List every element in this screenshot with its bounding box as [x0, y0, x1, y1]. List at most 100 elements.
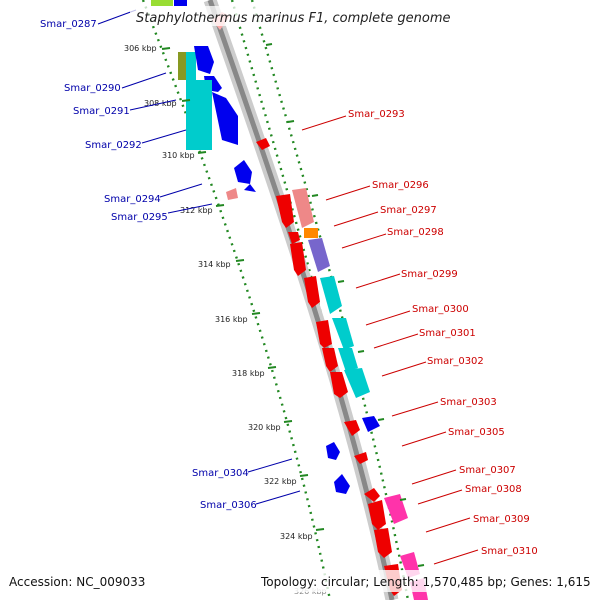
gene-feature-cyan-0302: [344, 368, 370, 398]
gene-feature-blue-0294: [234, 160, 252, 184]
left-label-leader: [129, 99, 177, 111]
tick-label: 316 kbp: [215, 315, 248, 324]
footer-backdrop: [0, 570, 600, 592]
gene-feature-red-0309: [374, 528, 392, 558]
gene-feature-red-0298: [290, 242, 306, 276]
gene-label-left: Smar_0304: [192, 468, 249, 479]
gene-label-right: Smar_0303: [440, 397, 497, 408]
gene-feature-slate-0298: [308, 238, 330, 272]
gene-label-left: Smar_0291: [73, 106, 130, 117]
gene-label-left: Smar_0294: [104, 194, 161, 205]
gene-feature-red-0293: [256, 138, 270, 150]
gene-feature-red-0303: [344, 420, 360, 436]
gene-feature-red-0305: [354, 452, 368, 464]
gene-label-right: Smar_0293: [348, 109, 405, 120]
tick-label: 314 kbp: [198, 260, 231, 269]
gene-feature-olive: [178, 52, 188, 80]
tick-mark: [283, 420, 293, 423]
right-label-leader: [433, 549, 479, 565]
left-label-leader: [167, 203, 213, 214]
gene-feature-blue-0304: [326, 442, 340, 460]
accession-text: Accession: NC_009033: [9, 575, 145, 589]
title-backdrop: [130, 6, 468, 26]
tick-label: 324 kbp: [280, 532, 313, 541]
track-tick: [311, 194, 319, 197]
gene-label-left: Smar_0306: [200, 500, 257, 511]
track-tick: [287, 120, 295, 123]
tick-mark: [299, 474, 309, 477]
left-label-leader: [121, 72, 167, 89]
gene-feature-red-0296: [276, 194, 294, 228]
gene-label-right: Smar_0301: [419, 328, 476, 339]
right-label-leader: [341, 233, 387, 249]
gene-feature-cyan-0299: [320, 276, 342, 314]
left-label-leader: [255, 490, 301, 505]
gene-label-left: Smar_0287: [40, 19, 97, 30]
gene-feature-red-0301: [322, 348, 338, 372]
right-label-leader: [373, 333, 419, 349]
tick-mark: [161, 47, 171, 50]
track-tick: [357, 350, 365, 353]
right-gene-labels: Smar_0293 Smar_0296 Smar_0297 Smar_0298 …: [301, 109, 538, 565]
gene-feature-blue-0303: [362, 416, 380, 432]
gene-label-right: Smar_0300: [412, 304, 469, 315]
track-tick: [399, 498, 407, 501]
gene-feature-blue-1: [194, 46, 214, 74]
tick-mark: [197, 151, 207, 154]
gene-feature-magenta-0308: [384, 494, 408, 524]
right-label-leader: [365, 310, 411, 326]
gene-label-left: Smar_0290: [64, 83, 121, 94]
gene-feature-red-0302: [330, 372, 348, 398]
track-ticks: [265, 43, 425, 567]
gene-label-right: Smar_0310: [481, 546, 538, 557]
right-label-leader: [411, 469, 457, 485]
left-label-leader: [247, 458, 293, 473]
track-tick: [337, 280, 345, 283]
gene-feature-blue-0295: [244, 184, 256, 192]
gene-feature-blue-3: [212, 92, 238, 145]
right-label-leader: [401, 431, 447, 447]
gene-feature-red-0308: [368, 500, 386, 530]
gene-label-right: Smar_0307: [459, 465, 516, 476]
gene-label-right: Smar_0308: [465, 484, 522, 495]
gene-feature-red-0300: [316, 320, 332, 348]
gene-feature-blue-0306: [334, 474, 350, 494]
gene-feature-red-0299: [304, 276, 320, 308]
right-label-leader: [301, 115, 347, 131]
gene-feature-cyan-2: [186, 80, 212, 150]
left-label-leader: [141, 129, 187, 144]
tick-mark: [215, 204, 225, 207]
right-label-leader: [391, 401, 439, 417]
gene-feature-cyan-0301: [338, 348, 358, 372]
gene-label-right: Smar_0302: [427, 356, 484, 367]
gene-label-right: Smar_0305: [448, 427, 505, 438]
right-label-leader: [425, 517, 471, 533]
gene-feature-salmon-0295: [226, 188, 238, 200]
tick-mark: [181, 99, 191, 102]
topology-text: Topology: circular; Length: 1,570,485 bp…: [260, 575, 591, 589]
gene-feature-cyan-1: [186, 52, 196, 80]
gene-feature-red-0307: [364, 488, 380, 502]
right-label-leader: [381, 361, 427, 377]
tick-mark: [315, 528, 325, 531]
right-label-leader: [325, 185, 371, 201]
gene-label-right: Smar_0296: [372, 180, 429, 191]
gene-features: [151, 0, 428, 600]
tick-mark: [267, 366, 277, 369]
gene-feature-cyan-0300: [332, 318, 354, 350]
tick-label: 320 kbp: [248, 423, 281, 432]
tick-mark: [251, 312, 261, 315]
tick-label: 310 kbp: [162, 151, 195, 160]
gene-feature-orange-0297: [304, 228, 318, 238]
gene-feature-red-0297: [288, 232, 300, 244]
gene-label-left: Smar_0292: [85, 140, 142, 151]
tick-label: 312 kbp: [180, 206, 213, 215]
gene-label-right: Smar_0297: [380, 205, 437, 216]
gene-label-right: Smar_0298: [387, 227, 444, 238]
track-tick: [377, 418, 385, 421]
tick-label: 306 kbp: [124, 44, 157, 53]
tick-label: 318 kbp: [232, 369, 265, 378]
tick-mark: [235, 259, 245, 262]
right-label-leader: [333, 211, 379, 227]
